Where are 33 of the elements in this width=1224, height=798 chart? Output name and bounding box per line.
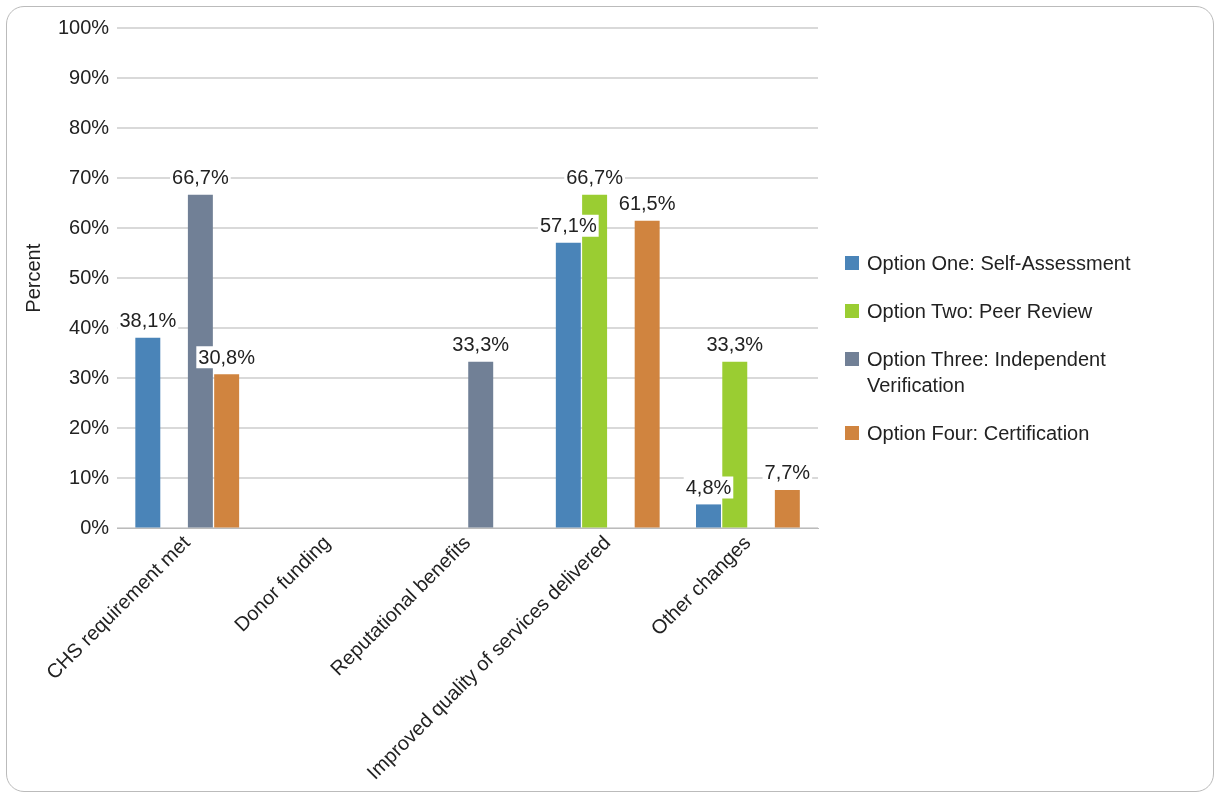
data-label: 38,1% [119, 309, 177, 332]
data-label: 66,7% [566, 166, 624, 189]
y-tick-label: 30% [69, 365, 110, 388]
y-tick-label: 40% [69, 315, 110, 338]
y-tick-label: 60% [69, 215, 110, 238]
y-tick-label: 10% [69, 465, 110, 488]
bar [696, 504, 721, 528]
data-label: 66,7% [172, 166, 229, 189]
bar [135, 337, 161, 528]
y-tick-label: 70% [69, 165, 110, 188]
data-label: 33,3% [452, 333, 510, 356]
data-label: 30,8% [198, 345, 256, 368]
bar [468, 361, 494, 528]
data-label: 7,7% [764, 461, 811, 484]
legend-label: Option Four: Certification [867, 421, 1090, 446]
bar [555, 242, 581, 528]
y-tick-label: 90% [69, 65, 110, 88]
legend-label: Option Two: Peer Review [867, 299, 1093, 324]
y-tick-label: 20% [69, 415, 110, 438]
data-label: 61,5% [618, 192, 676, 215]
y-tick-label: 80% [69, 115, 110, 138]
data-label: 4,8% [685, 475, 732, 498]
bar [774, 489, 800, 528]
y-tick-label: 0% [80, 515, 110, 538]
data-label: 33,3% [706, 333, 764, 356]
bar [634, 220, 660, 528]
data-label: 57,1% [539, 214, 597, 237]
y-tick-label: 50% [69, 265, 110, 288]
y-tick-label: 100% [58, 15, 110, 38]
legend-label: Option One: Self-Assessment [867, 251, 1131, 276]
y-axis-title: Percent [21, 243, 44, 313]
bar [214, 374, 240, 528]
legend-label: Option Three: Independent Verification [867, 347, 1107, 398]
